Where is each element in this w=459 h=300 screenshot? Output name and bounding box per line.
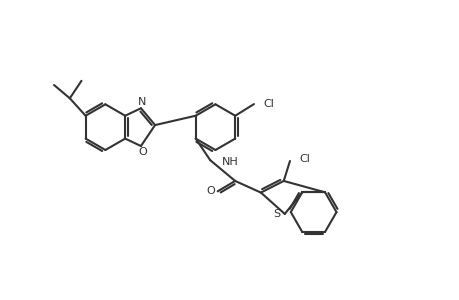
Text: S: S [273, 209, 280, 219]
Text: Cl: Cl [298, 154, 309, 164]
Text: O: O [206, 186, 215, 196]
Text: N: N [138, 98, 146, 107]
Text: Cl: Cl [263, 99, 274, 109]
Text: O: O [138, 147, 147, 157]
Text: NH: NH [221, 157, 238, 167]
